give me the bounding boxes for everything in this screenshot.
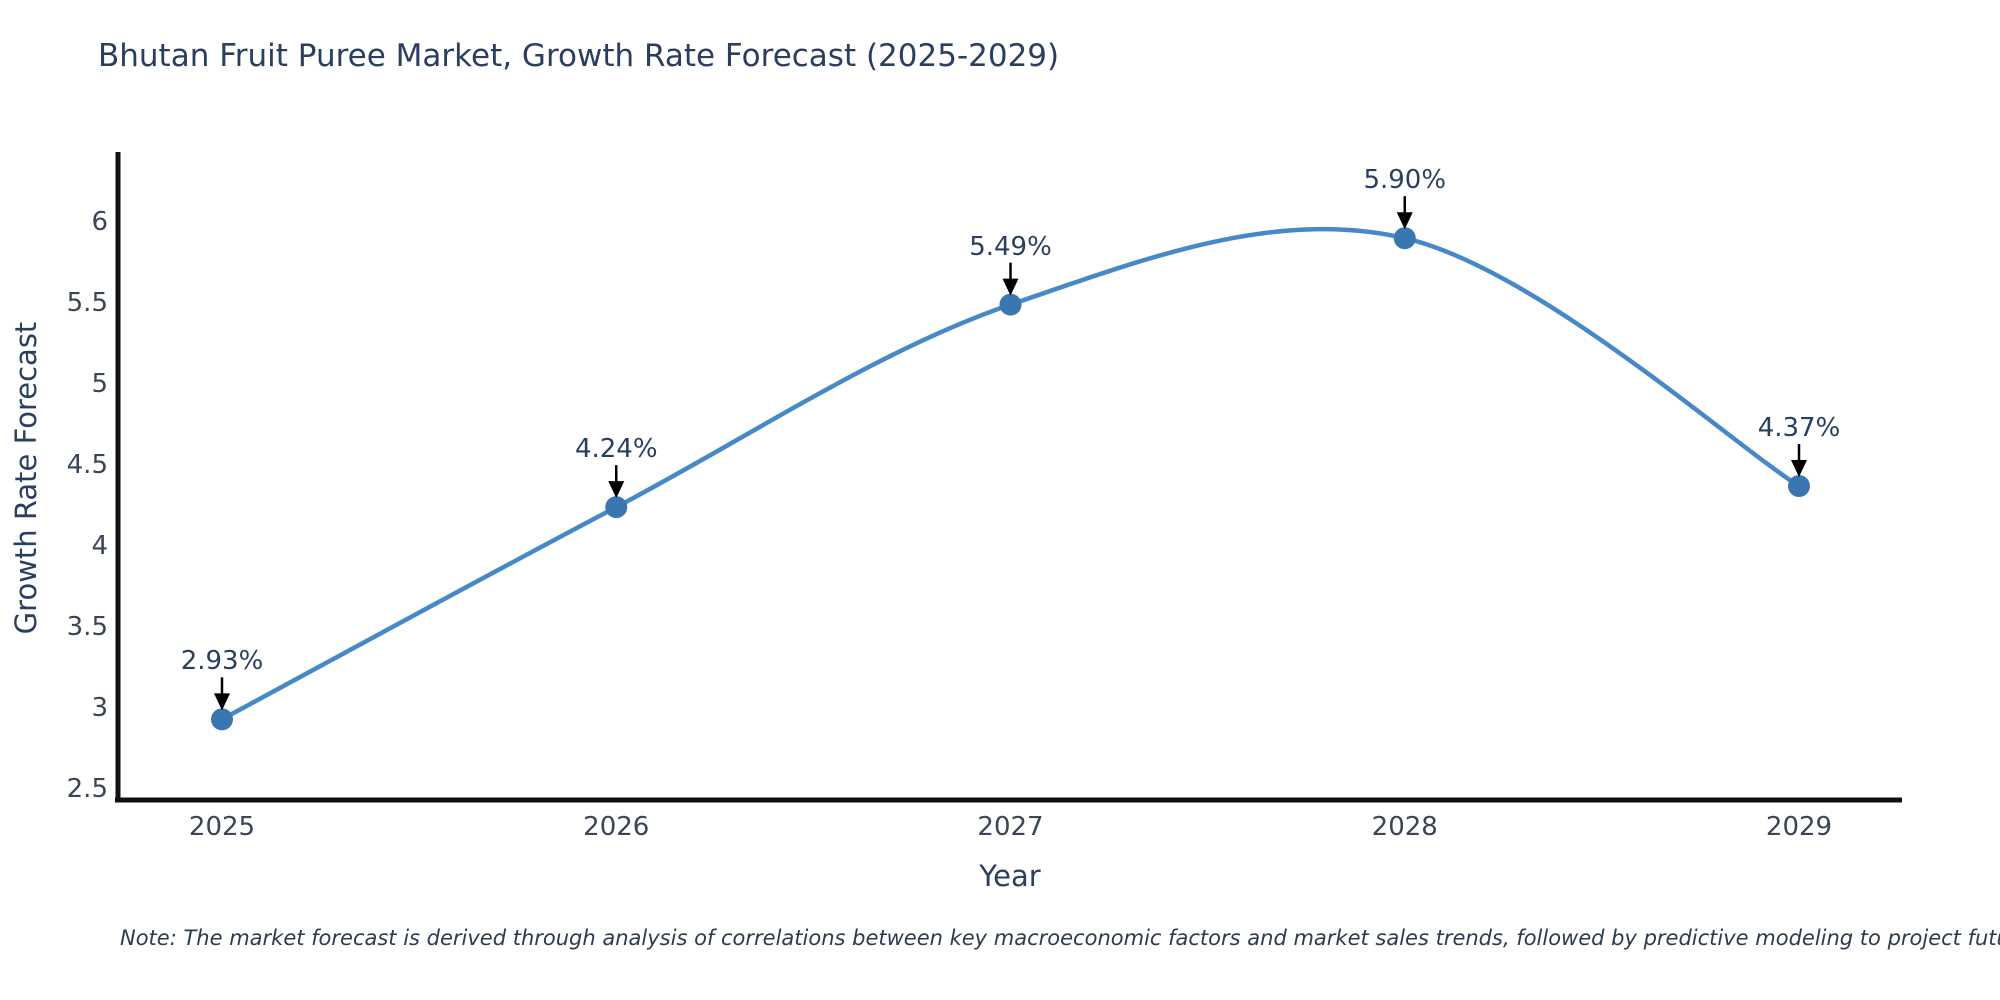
x-tick-label: 2025 bbox=[188, 812, 256, 842]
annotation-arrow-head bbox=[1791, 460, 1807, 478]
y-tick-label: 4 bbox=[91, 531, 108, 561]
data-point-marker bbox=[1788, 475, 1810, 498]
x-axis-title: Year bbox=[979, 859, 1041, 893]
point-value-label: 4.24% bbox=[574, 434, 658, 465]
y-tick-label: 2.5 bbox=[66, 774, 108, 804]
y-axis-title: Growth Rate Forecast bbox=[9, 321, 43, 635]
x-tick-label: 2028 bbox=[1371, 812, 1438, 842]
y-tick-label: 6 bbox=[91, 207, 108, 237]
annotation-arrow-head bbox=[1002, 278, 1019, 296]
y-tick-label: 3.5 bbox=[66, 612, 108, 642]
y-tick-label: 3 bbox=[91, 693, 108, 723]
data-point-marker bbox=[1393, 227, 1416, 250]
point-value-label: 5.90% bbox=[1363, 165, 1447, 196]
x-tick-label: 2026 bbox=[583, 812, 650, 842]
chart-note: Note: The market forecast is derived thr… bbox=[120, 926, 2000, 950]
data-point-marker bbox=[999, 293, 1022, 316]
data-point-marker bbox=[605, 496, 628, 519]
point-value-label: 4.37% bbox=[1757, 413, 1841, 444]
y-tick-label: 5 bbox=[91, 369, 108, 399]
y-tick-label: 4.5 bbox=[66, 450, 108, 480]
data-point-marker bbox=[211, 708, 233, 731]
annotation-arrow-head bbox=[1396, 212, 1413, 230]
annotation-arrow-head bbox=[608, 481, 625, 499]
x-tick-label: 2027 bbox=[977, 812, 1044, 842]
x-tick-label: 2029 bbox=[1765, 812, 1833, 842]
annotation-arrow-head bbox=[214, 693, 230, 711]
chart-title: Bhutan Fruit Puree Market, Growth Rate F… bbox=[98, 38, 1060, 74]
y-tick-label: 5.5 bbox=[66, 288, 108, 318]
point-value-label: 2.93% bbox=[180, 646, 264, 677]
point-value-label: 5.49% bbox=[969, 231, 1052, 262]
